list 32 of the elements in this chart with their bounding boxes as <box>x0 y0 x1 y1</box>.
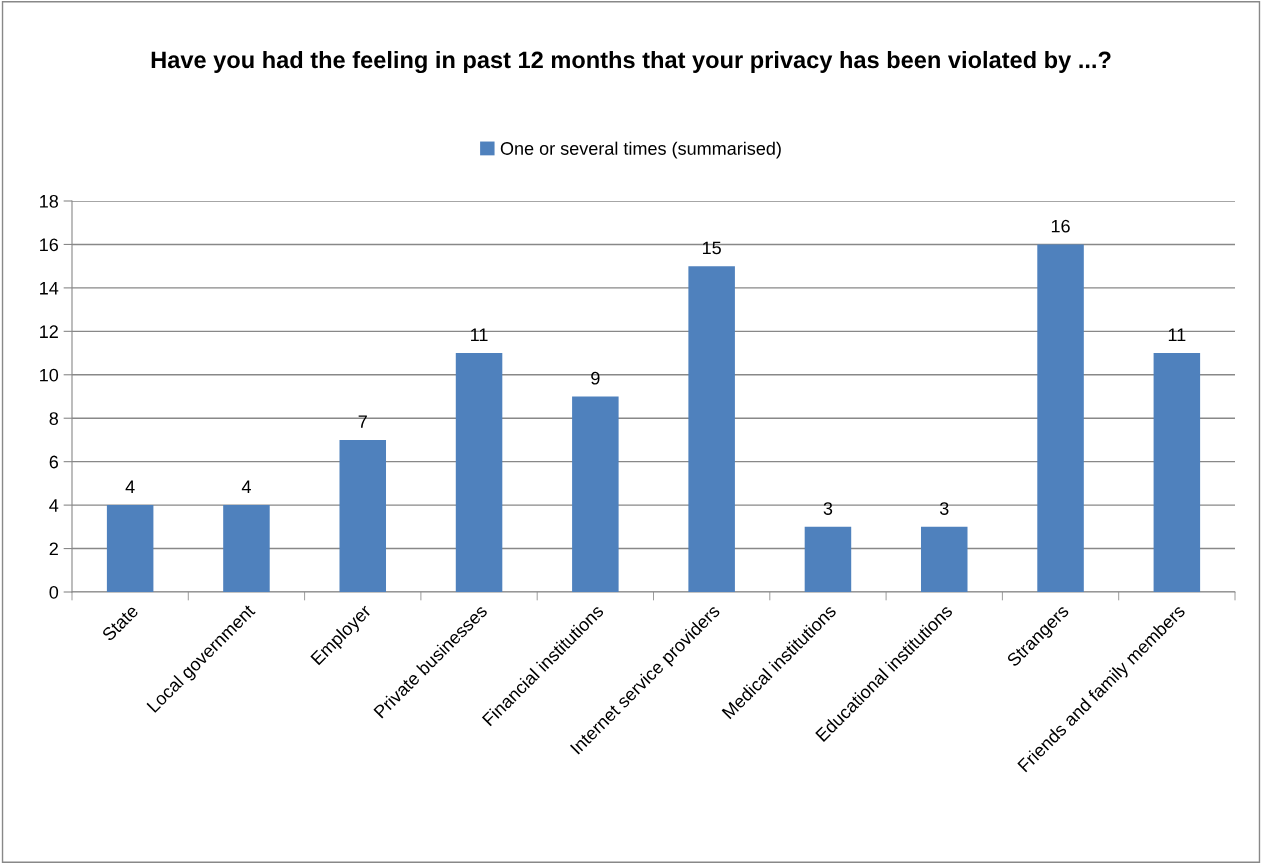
data-label: 3 <box>823 502 833 515</box>
bar <box>1153 353 1201 592</box>
chart-title: Have you had the feeling in past 12 months that your privacy has been violated by ...? <box>151 50 1111 74</box>
y-tick-label: 8 <box>49 412 59 425</box>
bar <box>339 439 387 592</box>
bar <box>688 266 735 592</box>
bar <box>804 526 852 592</box>
data-label: 9 <box>591 371 600 385</box>
y-tick-label: 12 <box>40 325 58 338</box>
data-label: 11 <box>1168 328 1186 341</box>
y-tick-label: 2 <box>49 542 58 556</box>
data-label: 7 <box>358 415 367 428</box>
bar <box>920 526 968 592</box>
bar <box>572 396 619 592</box>
bar <box>223 505 270 592</box>
data-label: 4 <box>125 480 135 494</box>
bar <box>106 505 154 592</box>
data-label: 16 <box>1051 219 1070 233</box>
y-tick-label: 18 <box>40 194 59 208</box>
y-tick-label: 10 <box>40 368 59 382</box>
legend-label: One or several times (summarised) <box>500 141 781 159</box>
y-tick-label: 16 <box>40 238 59 252</box>
data-label: 11 <box>471 328 488 341</box>
y-tick-label: 4 <box>49 499 59 512</box>
y-tick-label: 14 <box>40 282 59 295</box>
data-label: 4 <box>241 480 251 494</box>
bar <box>1037 244 1084 592</box>
data-label: 15 <box>702 241 721 255</box>
data-label: 3 <box>939 502 949 515</box>
bar <box>455 353 503 592</box>
y-tick-label: 6 <box>49 455 59 469</box>
y-tick-label: 0 <box>49 585 59 599</box>
